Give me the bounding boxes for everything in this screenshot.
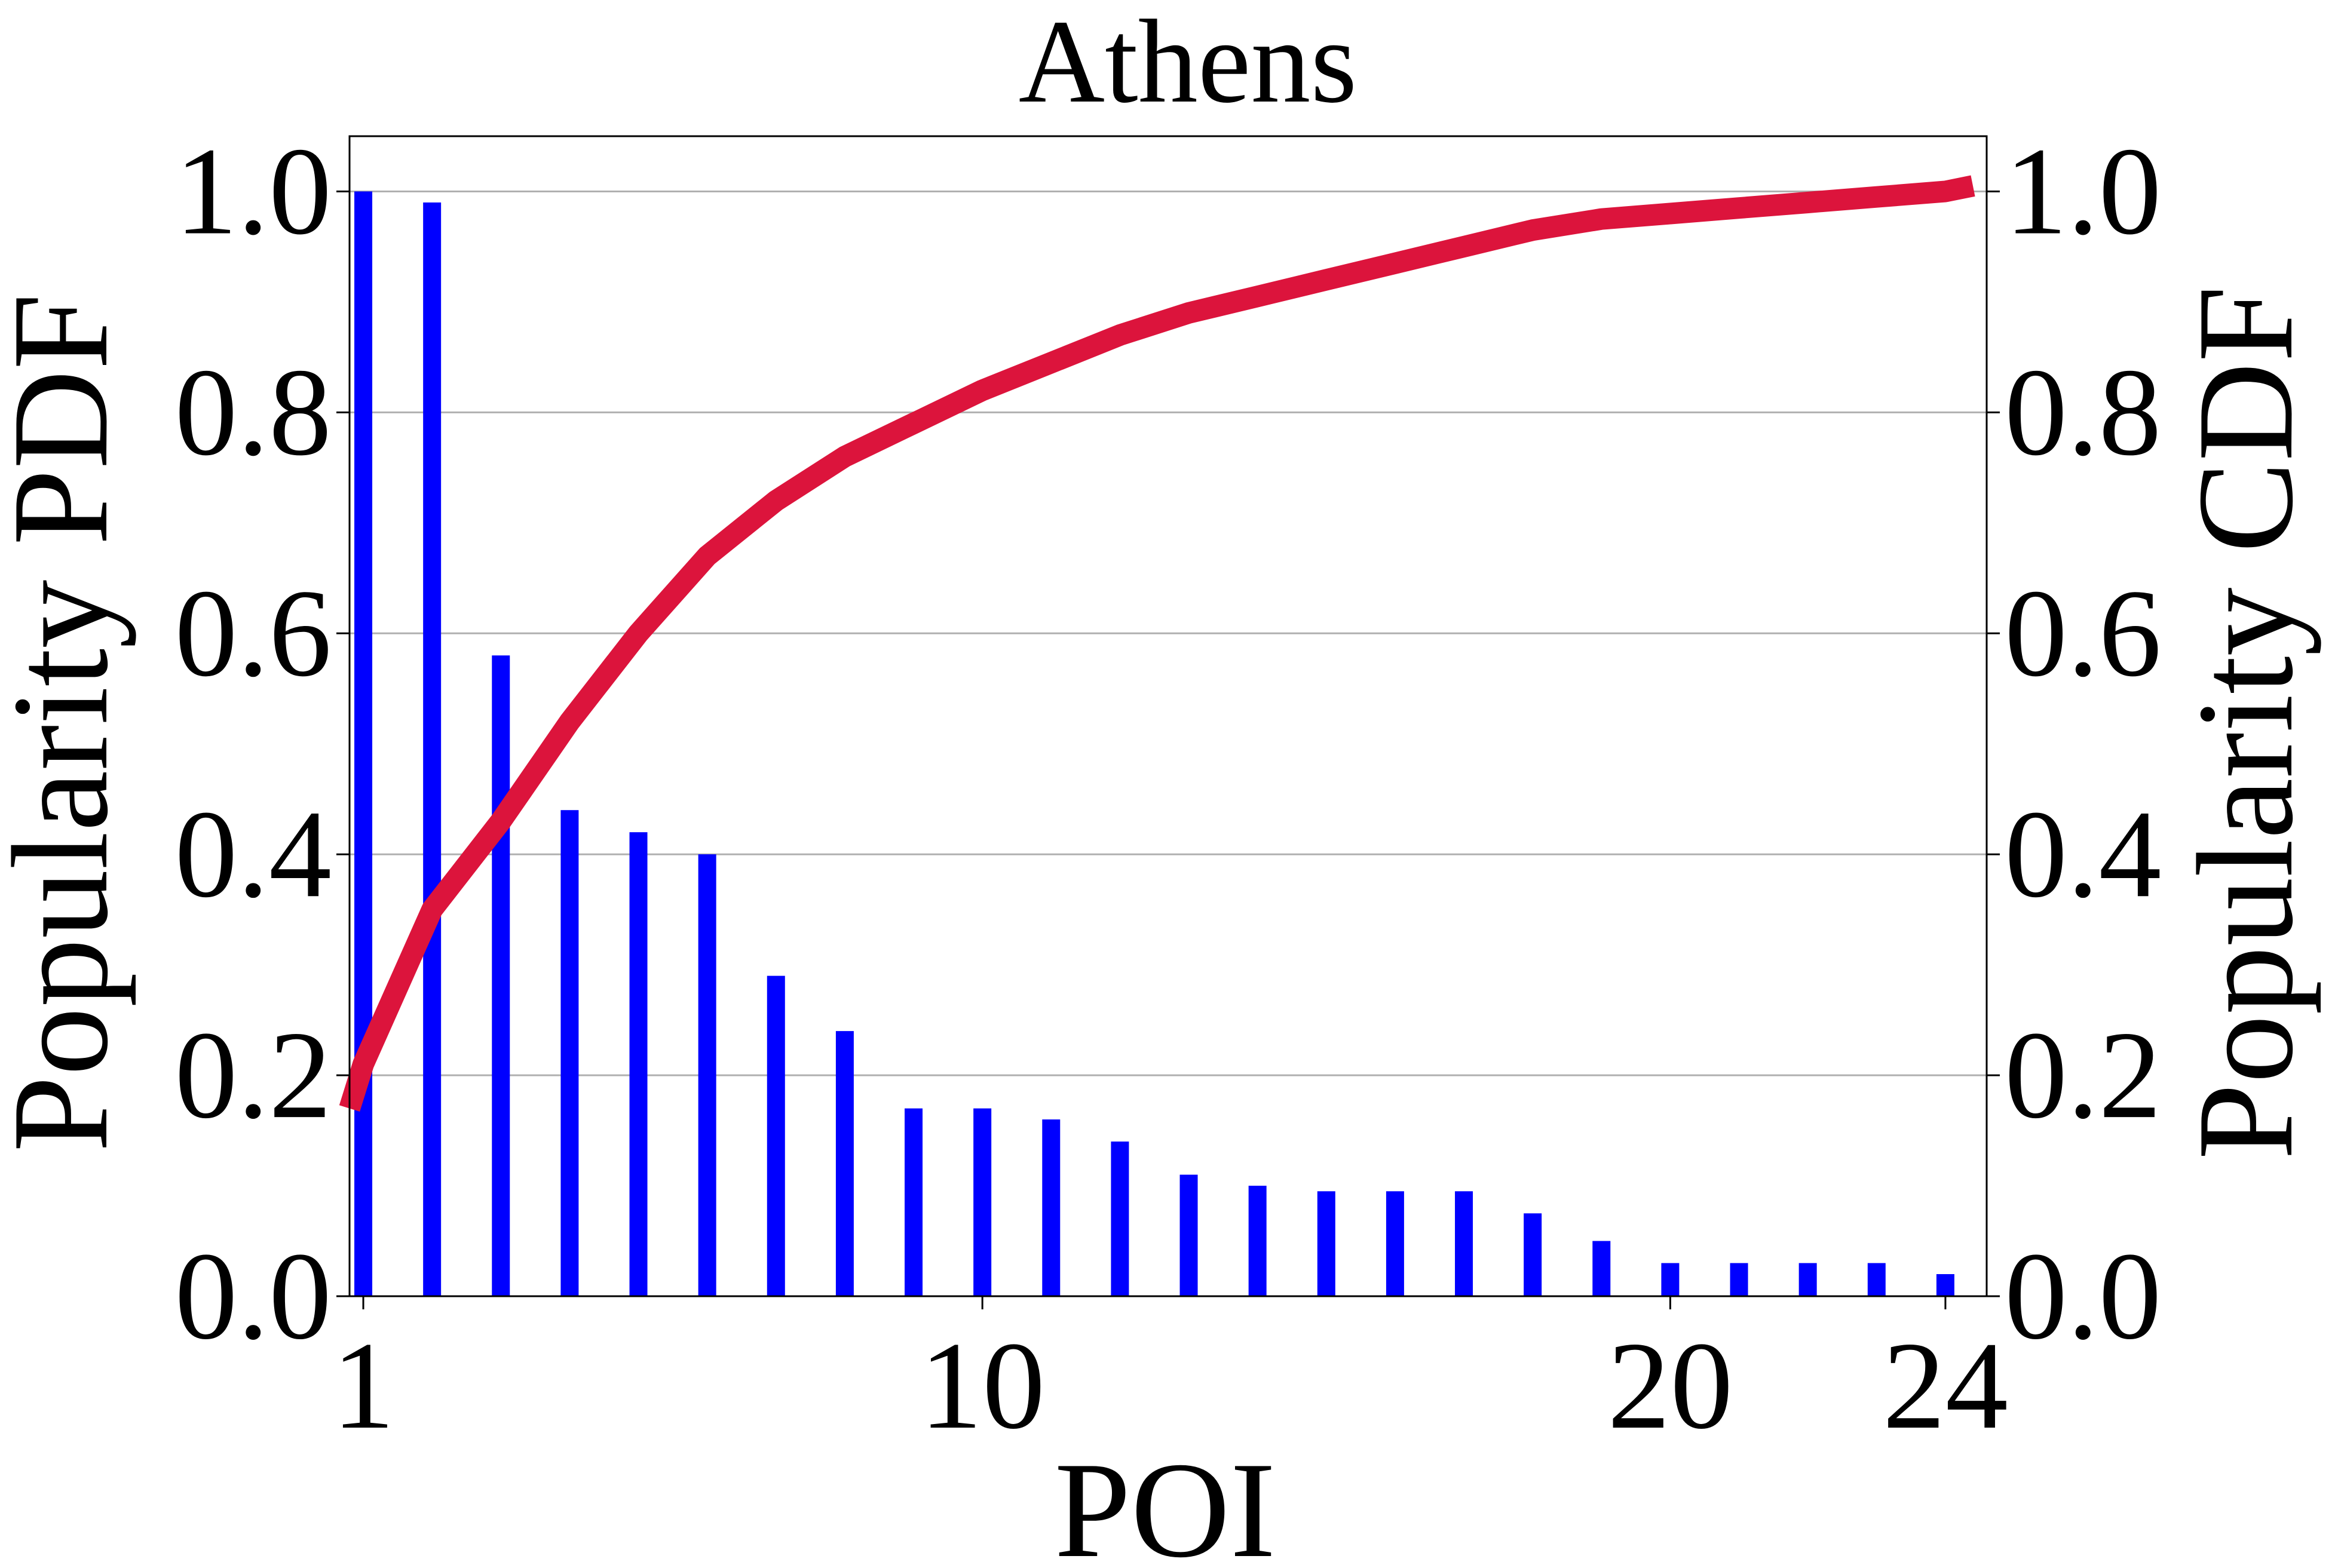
bar-poi-24 [1936,1274,1954,1296]
chart-title: Athens [1019,0,1358,128]
pdf-bars [354,191,1954,1296]
y-tick-label-right: 0.6 [2005,564,2162,702]
bar-poi-23 [1867,1263,1886,1296]
y-tick-label-left: 0.8 [175,343,332,481]
y-axis-label-right: Popularity CDF [2169,286,2321,1159]
bar-poi-21 [1730,1263,1748,1296]
bar-poi-6 [698,854,716,1296]
y-tick-label-left: 0.0 [175,1227,332,1366]
bar-poi-18 [1524,1213,1542,1296]
bar-poi-9 [905,1108,923,1296]
bar-poi-2 [423,202,442,1296]
y-tick-label-left: 0.2 [175,1006,332,1144]
bar-poi-8 [835,1031,854,1296]
bar-poi-15 [1317,1191,1335,1296]
y-tick-label-left: 0.4 [175,785,332,923]
plot-frame [348,135,1988,1297]
bar-poi-22 [1798,1263,1817,1296]
bar-poi-14 [1248,1186,1267,1296]
x-tick-label: 20 [1607,1317,1733,1455]
tick-marks [336,190,2000,1309]
tick-labels: 0.0 0.0 0.2 0.2 0.4 0.4 0.6 0.6 0.8 0.8 1.0 1.0 1 10 2… [175,122,2162,1455]
bar-poi-20 [1661,1263,1680,1296]
y-tick-label-right: 1.0 [2005,122,2162,260]
x-tick-label: 10 [920,1317,1045,1455]
x-axis-label: POI [1055,1434,1276,1568]
y-axis-label-left: Popularity PDF [0,293,136,1152]
cdf-line [339,175,1975,1112]
bar-poi-11 [1042,1119,1061,1296]
x-tick-label: 1 [332,1317,395,1455]
bar-poi-17 [1455,1191,1473,1296]
bar-poi-10 [973,1108,992,1296]
bar-poi-12 [1111,1142,1129,1296]
y-tick-label-left: 0.6 [175,564,332,702]
bar-poi-7 [767,975,785,1296]
bar-poi-19 [1592,1241,1611,1296]
y-tick-label-right: 0.0 [2005,1227,2162,1366]
bar-poi-5 [629,832,648,1296]
cdf-line-group [339,175,1975,1112]
y-tick-label-right: 0.4 [2005,785,2162,923]
y-tick-label-right: 0.8 [2005,343,2162,481]
y-tick-label-left: 1.0 [175,122,332,260]
bar-poi-4 [560,810,579,1296]
bar-poi-1 [354,191,373,1296]
bar-poi-3 [492,655,510,1296]
x-tick-label: 24 [1883,1317,2008,1455]
bar-poi-13 [1179,1174,1198,1296]
bar-poi-16 [1386,1191,1404,1296]
y-tick-label-right: 0.2 [2005,1006,2162,1144]
